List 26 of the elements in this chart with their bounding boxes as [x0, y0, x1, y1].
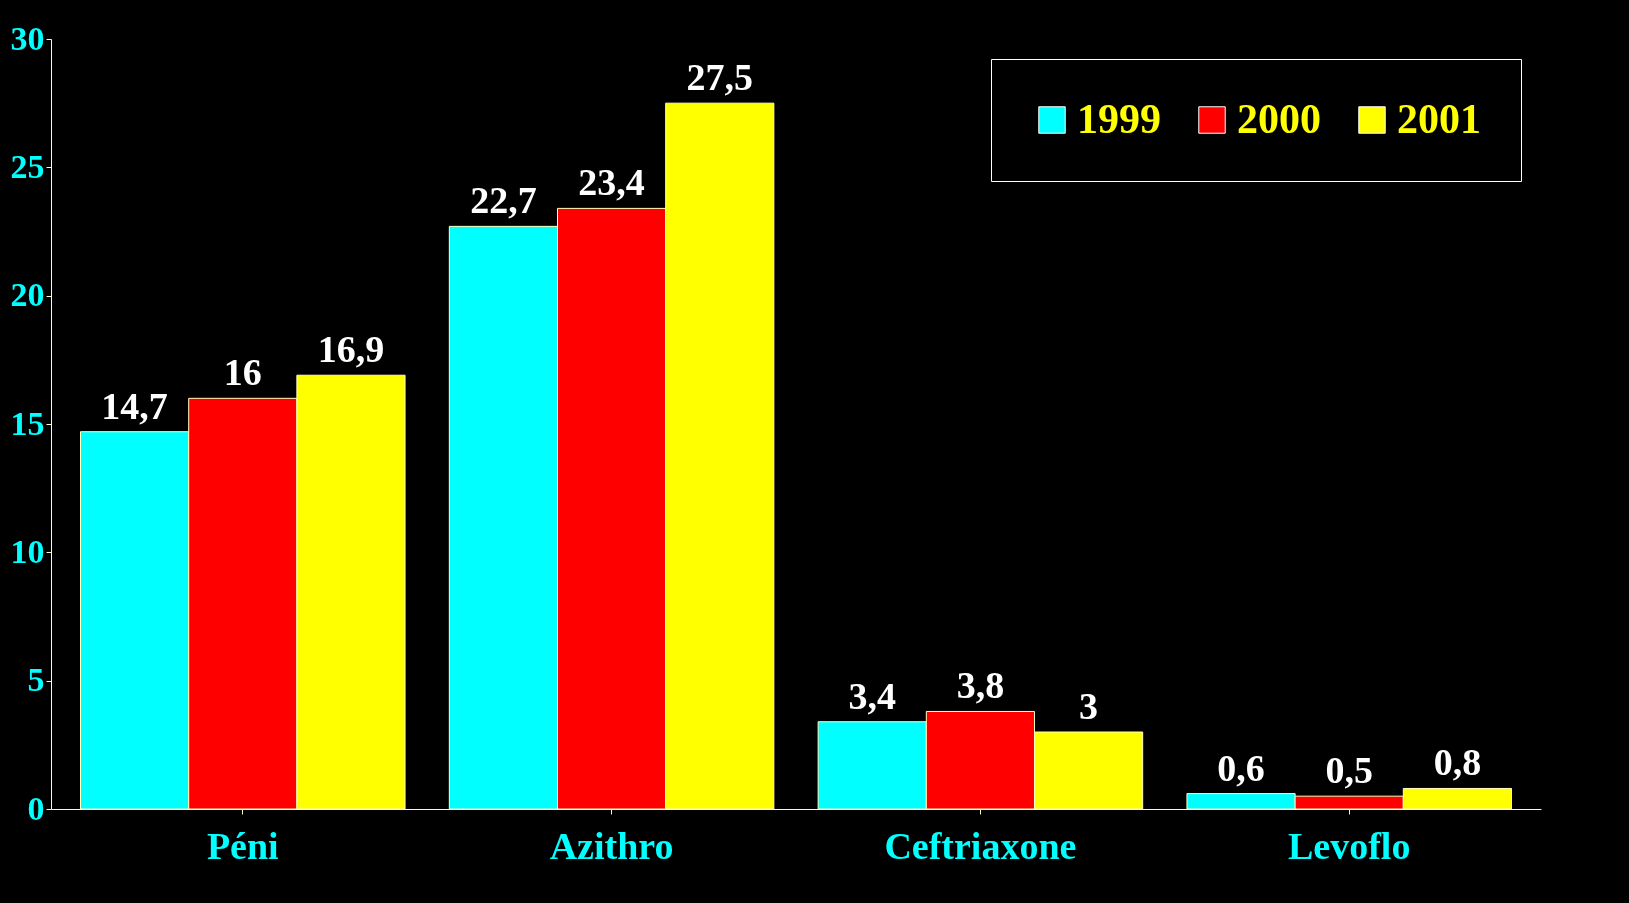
data-label: 3: [1079, 685, 1099, 727]
legend-label: 1999: [1077, 96, 1161, 142]
data-label: 27,5: [686, 56, 754, 99]
legend-label: 2001: [1397, 96, 1481, 142]
x-tick-label: Levoflo: [1288, 824, 1411, 867]
data-label: 0,8: [1433, 741, 1482, 784]
data-label: 22,7: [470, 179, 537, 222]
data-label: 14,7: [101, 384, 168, 427]
x-tick-label: Péni: [206, 824, 279, 867]
x-tick-label: Ceftriaxone: [884, 824, 1077, 867]
y-tick-label: 20: [10, 276, 45, 314]
data-label: 16: [223, 351, 262, 394]
y-tick-label: 0: [27, 789, 45, 827]
x-tick-label: Azithro: [549, 824, 674, 867]
data-label: 3,4: [848, 674, 896, 717]
y-tick-label: 5: [27, 661, 45, 699]
y-tick-label: 25: [10, 147, 45, 185]
legend-label: 2000: [1237, 96, 1321, 142]
data-label: 23,4: [578, 161, 645, 204]
data-label: 3,8: [956, 664, 1005, 707]
data-label: 0,6: [1217, 746, 1265, 789]
data-label: 16,9: [317, 328, 385, 371]
data-label: 0,5: [1325, 749, 1373, 792]
y-tick-label: 15: [10, 404, 45, 442]
y-tick-label: 30: [10, 19, 45, 57]
y-tick-label: 10: [10, 532, 45, 570]
